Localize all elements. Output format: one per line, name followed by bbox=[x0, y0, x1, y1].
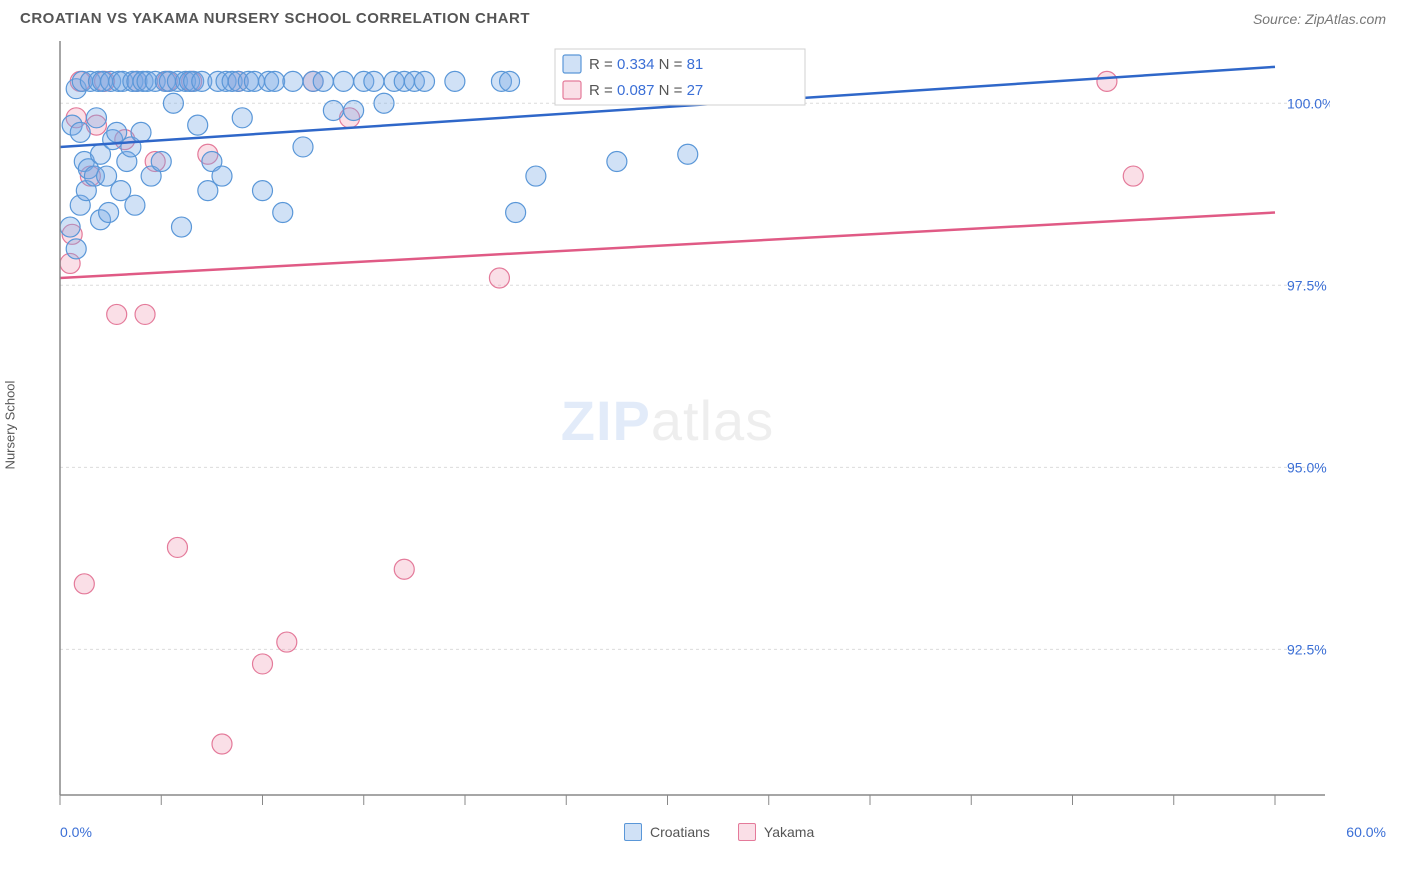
scatter-chart: 92.5% 95.0% 97.5% 100.0% ZIPatlas R = 0.334 N… bbox=[20, 35, 1330, 815]
svg-text:ZIPatlas: ZIPatlas bbox=[561, 389, 774, 452]
chart-container: Nursery School 92.5%95.0%97.5%100.0%ZIPa… bbox=[20, 35, 1386, 815]
x-axis-row: 0.0% Croatians Yakama 60.0% bbox=[0, 815, 1406, 841]
legend-swatch-croatians bbox=[624, 823, 642, 841]
svg-text:95.0%: 95.0% bbox=[1287, 459, 1327, 475]
svg-text:97.5%: 97.5% bbox=[1287, 277, 1327, 293]
svg-text:100.0%: 100.0% bbox=[1287, 95, 1330, 111]
x-min-label: 0.0% bbox=[60, 824, 92, 840]
svg-text:R = 0.087 N = 27: R = 0.087 N = 27 bbox=[589, 82, 703, 99]
source-attribution: Source: ZipAtlas.com bbox=[1253, 11, 1386, 27]
legend-swatch-yakama bbox=[738, 823, 756, 841]
svg-text:92.5%: 92.5% bbox=[1287, 641, 1327, 657]
chart-title: CROATIAN VS YAKAMA NURSERY SCHOOL CORREL… bbox=[20, 10, 530, 27]
x-max-label: 60.0% bbox=[1346, 824, 1386, 840]
svg-text:R = 0.334 N = 81: R = 0.334 N = 81 bbox=[589, 56, 703, 73]
legend: Croatians Yakama bbox=[92, 823, 1346, 841]
legend-label-yakama: Yakama bbox=[764, 824, 814, 840]
chart-header: CROATIAN VS YAKAMA NURSERY SCHOOL CORREL… bbox=[0, 0, 1406, 35]
y-axis-label: Nursery School bbox=[3, 381, 18, 470]
legend-item-croatians: Croatians bbox=[624, 823, 710, 841]
legend-item-yakama: Yakama bbox=[738, 823, 814, 841]
legend-label-croatians: Croatians bbox=[650, 824, 710, 840]
source-name: ZipAtlas.com bbox=[1305, 11, 1386, 27]
source-prefix: Source: bbox=[1253, 11, 1305, 27]
